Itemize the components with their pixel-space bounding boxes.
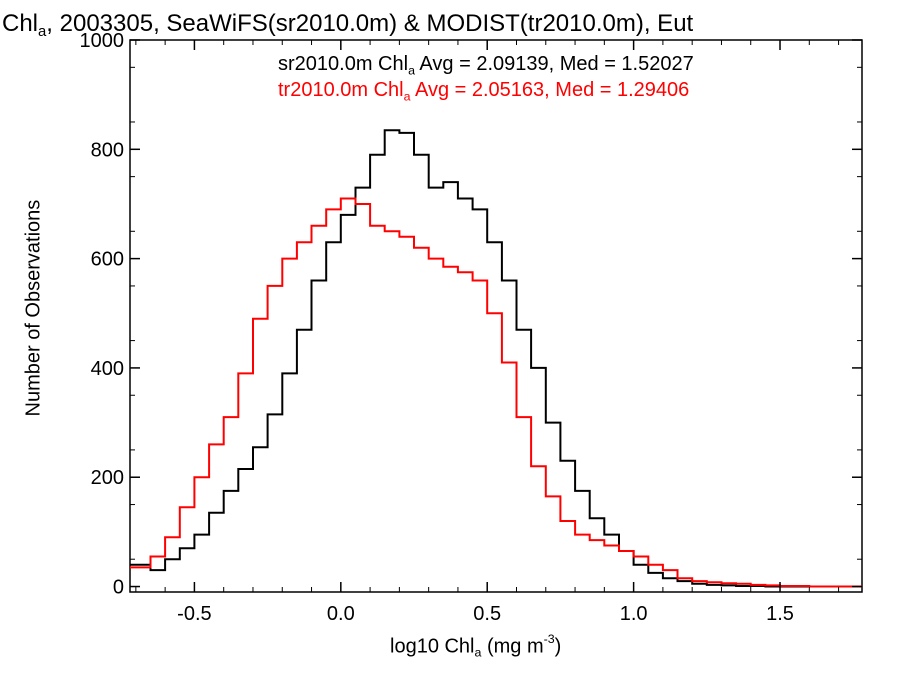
y-tick-label: 200	[91, 467, 124, 489]
legend-entry-sr2010: sr2010.0m Chla Avg = 2.09139, Med = 1.52…	[278, 53, 694, 78]
series-line-sr2010.0m	[130, 129, 862, 588]
y-tick-label: 1000	[80, 30, 125, 52]
x-tick-label: 0.5	[473, 603, 501, 625]
x-tick-label: 1.5	[766, 603, 794, 625]
x-tick-label: 1.0	[620, 603, 648, 625]
series-layer	[130, 129, 862, 588]
x-axis-label: log10 Chla (mg m-3)	[390, 632, 562, 660]
y-tick-label: 400	[91, 358, 124, 380]
y-tick-label: 600	[91, 249, 124, 271]
plot-border	[129, 39, 863, 593]
y-axis-label: Number of Observations	[22, 199, 45, 417]
legend-entry-tr2010: tr2010.0m Chla Avg = 2.05163, Med = 1.29…	[278, 79, 690, 104]
ticks-layer: -0.5 0.0 0.5 1.0 1.5 0 200 400 600 800 1000	[80, 30, 862, 625]
x-tick-label: -0.5	[177, 603, 211, 625]
plot-frame	[129, 39, 863, 593]
y-tick-label: 0	[113, 577, 124, 599]
series-line-tr2010.0m	[130, 197, 862, 588]
y-tick-label: 800	[91, 139, 124, 161]
chart-title: Chla, 2003305, SeaWiFS(sr2010.0m) & MODI…	[2, 10, 694, 41]
x-tick-label: 0.0	[327, 603, 355, 625]
